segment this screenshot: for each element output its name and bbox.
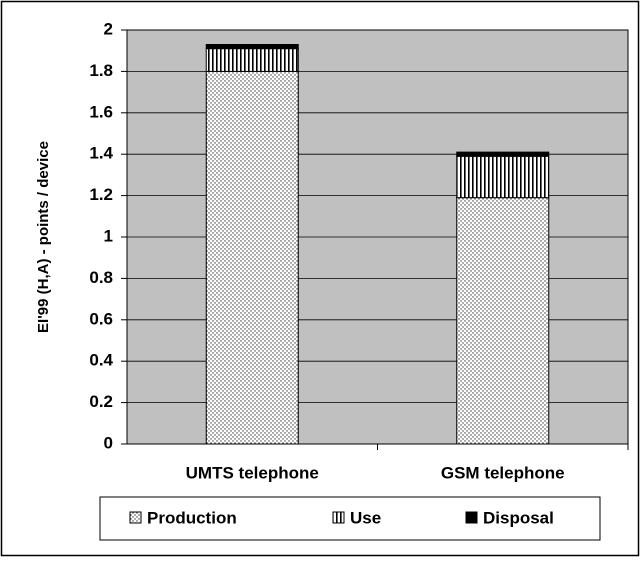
x-tick-label: GSM telephone [441, 463, 565, 482]
legend-swatch [465, 511, 478, 524]
y-tick-label: 1 [104, 226, 113, 245]
y-tick-label: 0.2 [89, 392, 113, 411]
legend [99, 496, 601, 541]
bar-segment [205, 70, 299, 445]
bar-segment [456, 155, 550, 199]
bar-segment [456, 151, 550, 157]
bar-segment [205, 43, 299, 50]
y-tick-label: 0.4 [89, 351, 113, 370]
y-tick-label: 0.6 [89, 309, 113, 328]
y-tick-label: 1.4 [89, 144, 113, 163]
y-axis-label: EI'99 (H,A) - points / device [35, 141, 52, 333]
y-tick-label: 0.8 [89, 268, 113, 287]
legend-label: Use [350, 508, 381, 527]
legend-swatch [332, 511, 345, 524]
y-tick-label: 1.2 [89, 185, 113, 204]
y-tick-label: 1.6 [89, 102, 113, 121]
legend-label: Production [147, 508, 237, 527]
y-tick-label: 1.8 [89, 61, 113, 80]
y-tick-label: 2 [104, 19, 113, 38]
x-tick-label: UMTS telephone [186, 463, 319, 482]
legend-swatch [129, 511, 142, 524]
bar-segment [205, 48, 299, 72]
bar-segment [456, 197, 550, 445]
y-tick-label: 0 [104, 433, 113, 452]
legend-label: Disposal [483, 508, 554, 527]
